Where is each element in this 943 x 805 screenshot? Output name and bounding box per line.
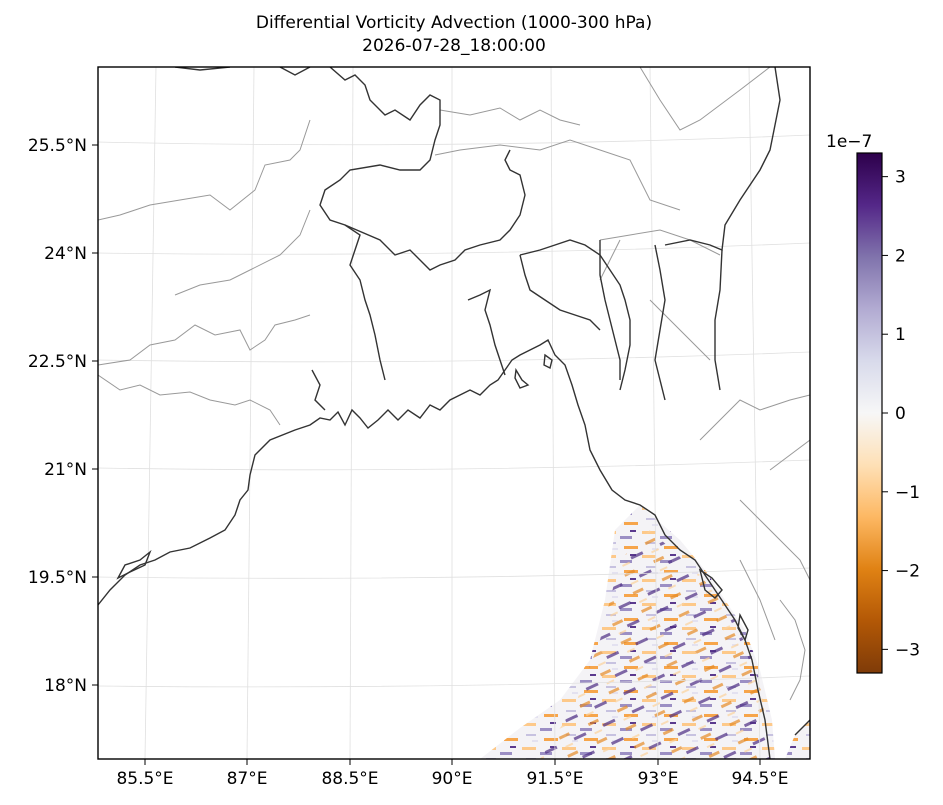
lat-axis: 25.5°N 24°N 22.5°N 21°N 19.5°N 18°N — [28, 136, 98, 696]
colorbar-tick-label: 3 — [895, 168, 906, 188]
lat-label: 19.5°N — [28, 568, 87, 588]
colorbar-tick-label: 1 — [895, 325, 906, 345]
lon-label: 88.5°E — [321, 769, 378, 789]
colorbar-tick-label: −3 — [895, 640, 920, 660]
lon-label: 93°E — [638, 769, 679, 789]
colorbar-ticks: 3 2 1 0 −1 −2 −3 — [882, 168, 920, 661]
colorbar-gradient — [857, 153, 882, 673]
lon-axis: 85.5°E 87°E 88.5°E 90°E 91.5°E 93°E 94.5… — [116, 759, 788, 789]
lat-label: 24°N — [44, 244, 87, 264]
colorbar-tick-label: 2 — [895, 246, 906, 266]
colorbar-tick-label: −1 — [895, 483, 920, 503]
lat-label: 18°N — [44, 676, 87, 696]
colorbar-tick-label: 0 — [895, 404, 906, 424]
lat-label: 25.5°N — [28, 136, 87, 156]
lat-label: 22.5°N — [28, 352, 87, 372]
lon-label: 91.5°E — [526, 769, 583, 789]
map-area — [98, 67, 810, 759]
lon-label: 87°E — [227, 769, 268, 789]
lon-label: 85.5°E — [116, 769, 173, 789]
lon-label: 90°E — [432, 769, 473, 789]
lat-label: 21°N — [44, 460, 87, 480]
colorbar-exponent: 1e−7 — [826, 132, 872, 152]
colorbar-tick-label: −2 — [895, 562, 920, 582]
lon-label: 94.5°E — [731, 769, 788, 789]
colorbar: 1e−7 3 2 1 0 −1 −2 −3 — [826, 132, 920, 673]
